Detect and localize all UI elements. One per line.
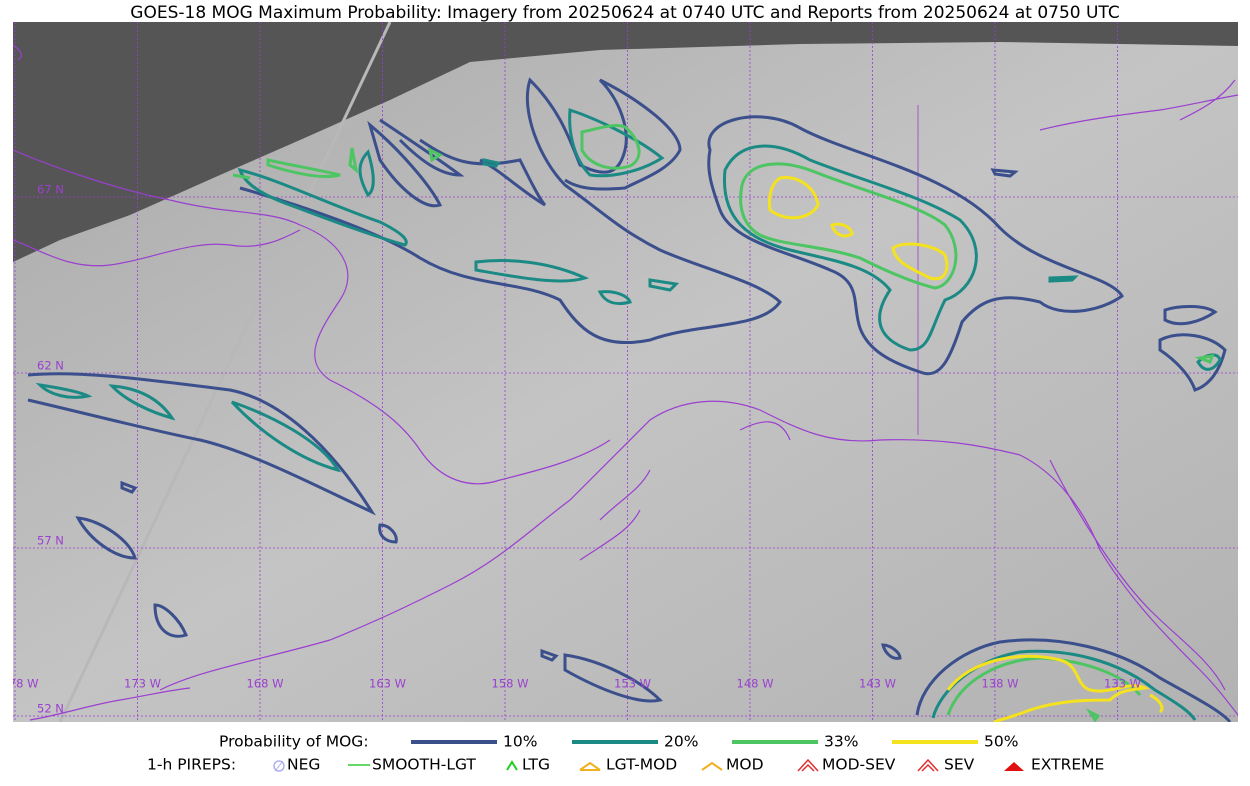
legend-label: LGT-MOD <box>606 756 677 774</box>
legend-label: NEG <box>287 756 320 774</box>
contour-50 <box>946 654 1164 722</box>
legend-label: SMOOTH-LGT <box>372 756 476 774</box>
legend-title: 1-h PIREPS: <box>147 756 236 774</box>
longitude-label: 148 W <box>737 677 774 691</box>
mod-sev-icon <box>801 763 815 772</box>
contour-20 <box>482 158 1222 721</box>
longitude-label: 133 W <box>1104 677 1141 691</box>
pirep-legend: 1-h PIREPS: NEG SMOOTH-LGT LTG LGT-MOD M… <box>147 756 1104 774</box>
mod-icon <box>701 761 723 771</box>
swath-edge <box>58 22 392 722</box>
coastline <box>13 44 1238 131</box>
longitude-label: 173 W <box>124 677 161 691</box>
longitude-label: 138 W <box>982 677 1019 691</box>
extreme-icon <box>1004 762 1024 771</box>
legend-label: 10% <box>503 733 537 751</box>
longitude-label: 143 W <box>859 677 896 691</box>
legend-label: 50% <box>984 733 1018 751</box>
sev-icon <box>921 763 935 772</box>
lgt-mod-icon <box>579 761 601 771</box>
legend-label: MOD-SEV <box>822 756 896 774</box>
contour-10 <box>707 115 1124 376</box>
no-data-region <box>13 22 1238 262</box>
contour-50 <box>768 175 949 281</box>
longitude-label: 158 W <box>492 677 529 691</box>
legend-label: 33% <box>824 733 858 751</box>
coastline <box>579 421 1226 691</box>
map: 67 N 62 N 57 N 52 N 178 W 173 W 168 W 163 W 158 … <box>2 22 1238 722</box>
contour-10 <box>915 638 1232 722</box>
contour-10 <box>239 77 782 345</box>
coastline <box>13 149 611 485</box>
latitude-label: 62 N <box>37 359 64 373</box>
legend-label: MOD <box>726 756 764 774</box>
contour-20 <box>35 382 342 473</box>
contour-10 <box>540 643 902 703</box>
contour-20 <box>722 144 978 352</box>
contour-20 <box>474 107 680 306</box>
longitude-label: 153 W <box>614 677 651 691</box>
sev-icon <box>917 758 939 772</box>
graticule-labels: 67 N 62 N 57 N 52 N 178 W 173 W 168 W 163 W 158 … <box>2 183 1141 716</box>
coastline <box>159 400 1238 716</box>
legend-title: Probability of MOG: <box>219 733 369 751</box>
legend-label: LTG <box>522 756 550 774</box>
latitude-label: 52 N <box>37 702 64 716</box>
legend-label: 20% <box>664 733 698 751</box>
contour-10 <box>27 372 376 516</box>
contour-10 <box>75 480 398 638</box>
contour-20 <box>237 149 408 247</box>
neg-icon <box>273 760 285 772</box>
legend-label: EXTREME <box>1031 756 1104 774</box>
contour-10 <box>990 168 1227 392</box>
legend-label: SEV <box>944 756 975 774</box>
latitude-label: 57 N <box>37 534 64 548</box>
contour-33 <box>739 162 958 290</box>
longitude-label: 163 W <box>369 677 406 691</box>
neg-icon <box>274 760 284 772</box>
ltg-icon <box>506 760 518 771</box>
probability-legend: Probability of MOG: 10% 20% 33% 50% <box>219 733 1018 751</box>
latitude-label: 67 N <box>37 183 64 197</box>
title: GOES-18 MOG Maximum Probability: Imagery… <box>130 3 1119 23</box>
contour-33 <box>232 147 359 180</box>
coastline <box>13 229 301 267</box>
longitude-label: 168 W <box>247 677 284 691</box>
coastline <box>29 687 191 721</box>
longitude-label: 178 W <box>2 677 39 691</box>
contour-10 <box>367 118 547 208</box>
mod-sev-icon <box>797 758 819 772</box>
